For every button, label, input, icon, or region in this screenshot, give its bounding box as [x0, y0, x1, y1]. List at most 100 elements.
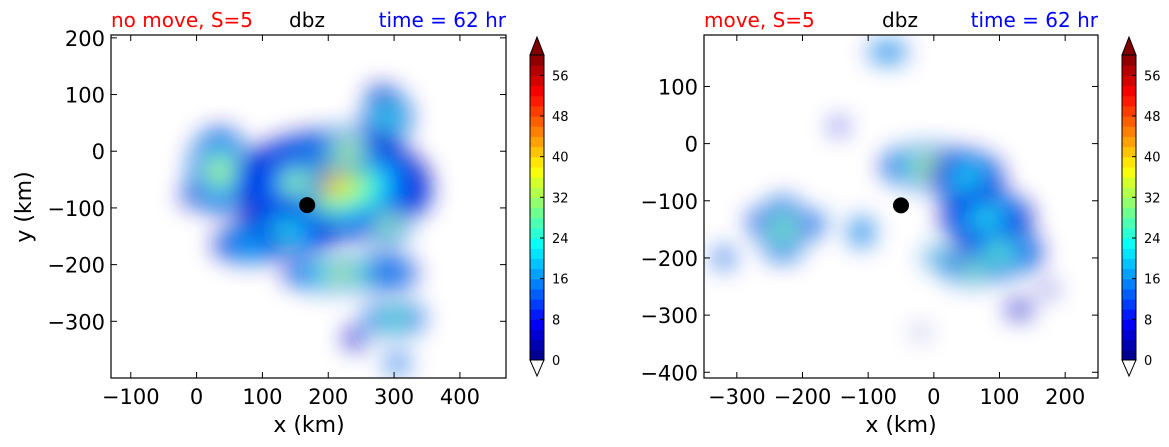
colorbar-left: 0 8 16 24 32 40 48 56 [529, 35, 569, 378]
dbz-cell [186, 191, 194, 202]
dbz-cell [859, 229, 864, 236]
colorbar-frame [529, 54, 545, 361]
colorbar-swatch [1122, 105, 1136, 117]
colorbar-swatch [530, 126, 544, 137]
y-tick-label: −400 [640, 361, 698, 385]
dbz-field-right [713, 41, 1057, 337]
y-tick-label: −300 [47, 310, 105, 334]
colorbar-tick-label: 48 [1144, 110, 1161, 125]
dbz-cell [721, 255, 727, 261]
x-tick-label: −200 [774, 385, 832, 409]
colorbar-swatch [1122, 217, 1136, 229]
colorbar-swatch [530, 268, 544, 280]
colorbar-swatch [530, 217, 544, 229]
plot-frame-right [703, 34, 1099, 379]
dbz-cell [374, 90, 388, 99]
colorbar-swatch [1122, 126, 1136, 137]
y-tick-label: −200 [640, 247, 698, 271]
colorbar-swatch [1122, 146, 1136, 158]
colorbar-swatch [1122, 75, 1136, 87]
dbz-cell [1006, 300, 1033, 318]
x-axis-label-left: x (km) [273, 413, 344, 438]
colorbar-swatch [530, 227, 544, 239]
colorbar-tick-label: 16 [552, 273, 569, 288]
dbz-cell [937, 255, 944, 260]
colorbar-tick-label: 32 [1144, 191, 1161, 206]
colorbar-right: 0 8 16 24 32 40 48 56 [1121, 35, 1161, 378]
colorbar-swatch [530, 319, 544, 331]
colorbar-swatch [1122, 248, 1136, 259]
colorbar-swatch [530, 177, 544, 188]
colorbar-swatch [530, 105, 544, 117]
colorbar-swatch [530, 136, 544, 148]
colorbar-extend-max [529, 35, 545, 56]
x-tick-label: 200 [1045, 385, 1085, 409]
y-ticks-right: 100 0 −100 −200 −300 −400 [640, 75, 1098, 385]
colorbar-swatch [530, 116, 544, 127]
dbz-cell [1040, 283, 1057, 296]
dbz-cell [992, 248, 1007, 257]
y-tick-label: 100 [658, 75, 698, 99]
colorbar-swatch [530, 299, 544, 310]
colorbar-swatch [1122, 187, 1136, 198]
colorbar-tick-label: 48 [552, 110, 569, 125]
colorbar-extend-min [1121, 359, 1137, 378]
dbz-cell [349, 332, 360, 344]
y-axis-label-left: y (km) [12, 171, 37, 242]
title-center-label: dbz [882, 8, 918, 32]
plot-frame-left [110, 34, 507, 379]
dbz-field-left [182, 86, 431, 373]
dbz-cell [240, 240, 259, 250]
dbz-cell [394, 361, 401, 366]
colorbar-swatch [1122, 166, 1136, 178]
y-tick-label: 0 [92, 140, 105, 164]
dbz-cell [332, 270, 350, 276]
x-tick-label: 300 [374, 385, 414, 409]
colorbar-swatch [1122, 299, 1136, 310]
colorbar-extend-min [529, 359, 545, 378]
title-center-label: dbz [289, 8, 325, 32]
dbz-cell [830, 119, 847, 134]
colorbar-swatch [1122, 136, 1136, 148]
colorbar-swatch [1122, 349, 1136, 361]
y-tick-label: −200 [47, 254, 105, 278]
colorbar-swatch [530, 309, 544, 320]
colorbar-swatch [1122, 55, 1136, 66]
y-tick-label: −100 [47, 197, 105, 221]
colorbar-frame [1121, 54, 1137, 361]
colorbar-swatch [1122, 177, 1136, 188]
title-right-label: time = 62 hr [379, 8, 507, 32]
colorbar-swatch [530, 197, 544, 209]
y-tick-label: −100 [640, 190, 698, 214]
colorbar-swatch [1122, 95, 1136, 107]
x-tick-label: 0 [927, 385, 940, 409]
dbz-cell [977, 212, 996, 224]
colorbar-tick-label: 8 [1144, 313, 1152, 328]
colorbar-swatch [1122, 278, 1136, 290]
dbz-cell [215, 164, 224, 178]
colorbar-swatch [1122, 319, 1136, 331]
colorbar-swatch [530, 187, 544, 198]
dbz-cell [915, 327, 926, 337]
x-axis-label-right: x (km) [865, 413, 936, 438]
colorbar-tick-label: 0 [1144, 354, 1152, 369]
x-tick-label: −300 [708, 385, 766, 409]
colorbar-swatch [1122, 309, 1136, 320]
dbz-cell [389, 315, 400, 322]
dbz-cell [884, 50, 892, 55]
colorbar-tick-label: 32 [552, 191, 569, 206]
title-right-label: time = 62 hr [971, 8, 1099, 32]
dbz-cell [388, 269, 400, 277]
colorbar-swatch [530, 75, 544, 87]
dbz-cell [959, 172, 974, 184]
colorbar-swatch [1122, 339, 1136, 351]
x-tick-label: 100 [242, 385, 282, 409]
colorbar-tick-label: 24 [552, 232, 569, 247]
dbz-cell [384, 221, 391, 229]
x-ticks-right: −300 −200 −100 0 100 200 [708, 35, 1085, 409]
y-tick-label: 200 [65, 27, 105, 51]
colorbar-swatch [530, 238, 544, 249]
dbz-cell [291, 178, 300, 187]
dbz-cell [753, 217, 760, 224]
